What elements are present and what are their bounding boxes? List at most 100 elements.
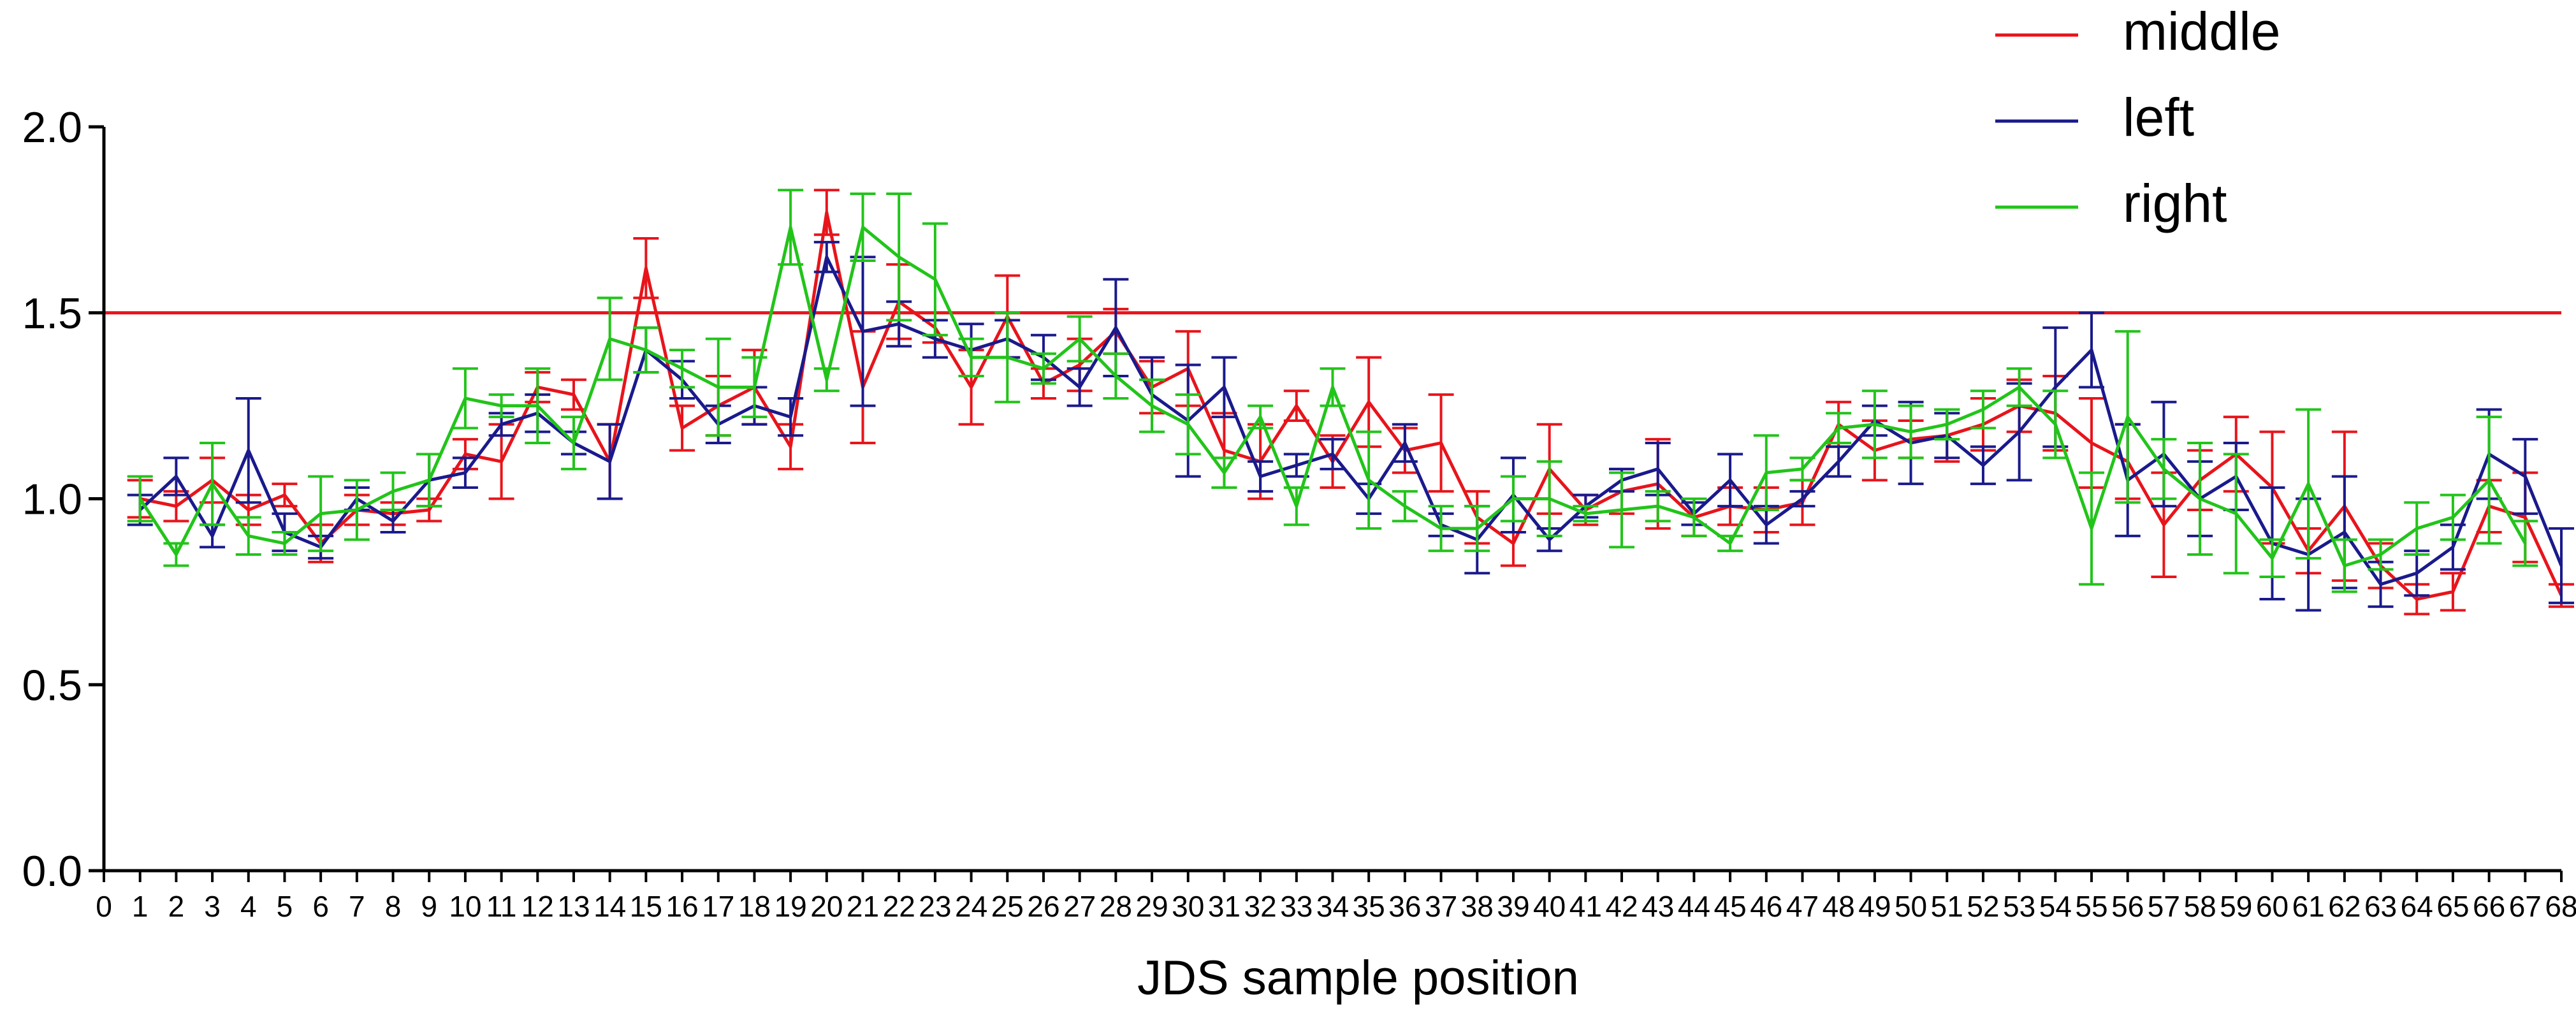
data-point-right [1139,378,1165,433]
legend-label-right: right [2123,173,2227,233]
x-tick-label: 42 [1605,890,1638,923]
x-tick-label: 43 [1641,890,1674,923]
x-tick-label: 31 [1208,890,1241,923]
data-point-right [705,337,731,437]
data-point-right [1609,471,1635,549]
x-tick-label: 33 [1280,890,1313,923]
x-tick-label: 60 [2256,890,2289,923]
data-point-right [1753,434,1779,512]
x-tick-label: 64 [2401,890,2433,923]
data-point-left [2079,311,2105,389]
data-point-middle [560,378,586,411]
y-ticks: 0.0 0.5 1.0 1.5 2.0 [22,103,104,896]
data-point-left [597,423,623,500]
data-point-right [2006,367,2032,407]
data-point-right [127,475,153,523]
x-tick-label: 1 [132,890,149,923]
x-tick-label: 0 [96,890,112,923]
x-tick-label: 16 [666,890,698,923]
data-point-right [272,531,298,556]
data-point-right [669,349,695,389]
x-tick-label: 23 [919,890,951,923]
x-tick-label: 67 [2509,890,2542,923]
x-tick-label: 66 [2473,890,2505,923]
data-point-right [1826,412,1852,444]
data-point-middle [669,404,695,452]
data-point-right [416,453,442,508]
data-point-left [1320,438,1346,470]
data-point-left [1717,453,1743,508]
data-point-left [200,523,226,549]
data-point-right [994,311,1021,403]
x-tick-label: 29 [1135,890,1168,923]
data-point-right [560,416,586,470]
series-right [127,189,2538,593]
data-point-right [2042,389,2069,460]
x-tick-label: 45 [1714,890,1747,923]
x-tick-label: 10 [449,890,481,923]
x-tick-label: 58 [2184,890,2216,923]
data-point-right [1717,534,1743,553]
x-tick-label: 40 [1533,890,1566,923]
data-point-right [1500,475,1526,523]
data-point-right [813,367,840,393]
data-point-right [2331,538,2357,593]
x-tick-label: 54 [2039,890,2072,923]
x-tick-label: 37 [1425,890,1457,923]
data-point-right [2151,438,2177,500]
x-tick-label: 41 [1569,890,1602,923]
data-point-right [2114,330,2141,504]
legend-label-middle: middle [2123,1,2280,61]
data-point-right [1573,505,1599,523]
x-tick-label: 49 [1858,890,1891,923]
x-tick-label: 38 [1461,890,1494,923]
x-tick-label: 46 [1750,890,1782,923]
x-tick-label: 21 [847,890,879,923]
data-point-right [1645,490,1671,523]
legend: middle left right [1995,1,2280,233]
y-tick-label: 0.0 [22,847,82,896]
data-point-right [597,296,623,381]
x-tick-label: 36 [1388,890,1421,923]
x-tick-label: 50 [1895,890,1927,923]
data-point-left [1248,460,1274,493]
data-point-middle [2440,572,2466,612]
x-tick-label: 47 [1786,890,1819,923]
data-point-right [1464,505,1490,553]
data-point-right [886,192,912,322]
x-tick-label: 61 [2292,890,2325,923]
data-point-left [813,240,840,273]
x-tick-label: 48 [1823,890,1855,923]
data-point-left [1970,445,1996,486]
data-point-right [1970,389,1996,430]
x-tick-label: 5 [277,890,293,923]
x-tick-label: 26 [1027,890,1059,923]
x-tick-label: 39 [1497,890,1529,923]
data-point-right [2512,519,2538,567]
data-point-right [2440,493,2466,541]
data-point-middle [1283,389,1309,422]
data-point-middle [813,189,840,236]
series-middle [127,189,2574,616]
x-tick-label: 59 [2220,890,2252,923]
data-point-left [2512,438,2538,515]
x-tick-label: 34 [1316,890,1349,923]
x-tick-label: 52 [1967,890,1999,923]
data-point-right [850,192,876,263]
data-point-right [163,542,189,567]
data-point-middle [272,483,298,508]
x-tick-label: 17 [702,890,734,923]
data-point-right [1066,315,1093,363]
data-point-left [1066,367,1093,407]
data-point-right [1103,352,1129,400]
data-point-left [235,396,261,504]
data-point-right [922,222,948,337]
x-tick-label: 11 [486,890,517,923]
y-tick-label: 1.0 [22,475,82,524]
x-tick-label: 4 [240,890,257,923]
data-point-left [2549,527,2574,604]
data-point-right [2187,441,2213,556]
x-tick-label: 12 [521,890,554,923]
x-tick-label: 8 [385,890,402,923]
data-point-left [1789,490,1816,508]
